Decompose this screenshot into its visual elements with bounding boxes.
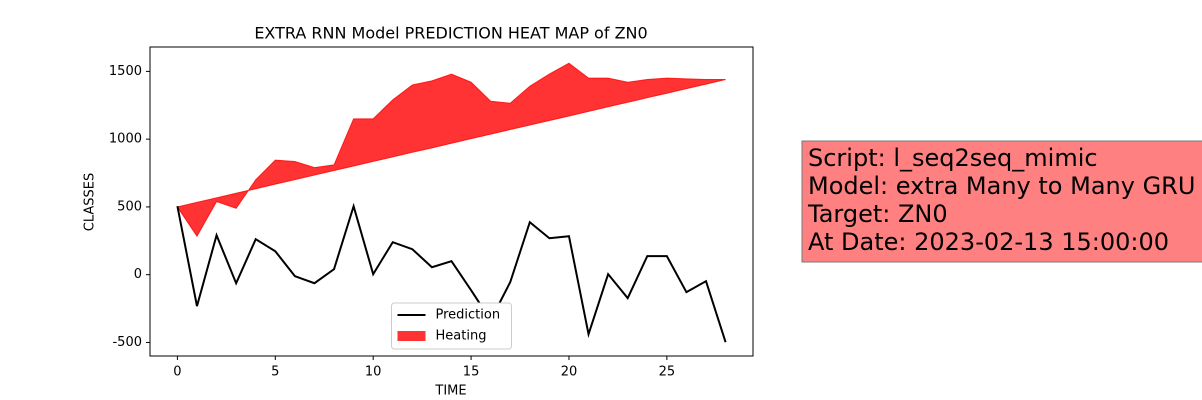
y-axis-label: CLASSES xyxy=(83,173,98,231)
y-tick-label: -500 xyxy=(112,335,142,350)
line xyxy=(176,202,727,343)
x-tick-label: 15 xyxy=(463,365,480,380)
annotation-line: Model: extra Many to Many GRU xyxy=(808,172,1195,200)
x-tick-label: 20 xyxy=(561,365,578,380)
plot-frame xyxy=(149,46,754,357)
annotation-line: Script: l_seq2seq_mimic xyxy=(808,144,1098,172)
x-tick-label: 10 xyxy=(365,365,382,380)
y-tick-label: 1500 xyxy=(109,64,142,79)
annotation-box xyxy=(801,140,1202,263)
area xyxy=(176,62,726,238)
annotation-line: Target: ZN0 xyxy=(807,200,948,228)
x-tick-label: 5 xyxy=(271,365,279,380)
x-tick-label: 25 xyxy=(659,365,676,380)
legend-label: Heating xyxy=(436,329,487,344)
x-axis-label: TIME xyxy=(434,384,466,399)
legend-swatch xyxy=(397,331,426,341)
annotation-line: At Date: 2023-02-13 15:00:00 xyxy=(808,228,1169,256)
legend-label: Prediction xyxy=(436,308,501,323)
x-tick-label: 0 xyxy=(173,365,181,380)
y-tick-label: 500 xyxy=(117,199,142,214)
chart-title: EXTRA RNN Model PREDICTION HEAT MAP of Z… xyxy=(254,24,647,43)
y-tick-label: 0 xyxy=(134,267,142,282)
y-tick-label: 1000 xyxy=(109,132,142,147)
